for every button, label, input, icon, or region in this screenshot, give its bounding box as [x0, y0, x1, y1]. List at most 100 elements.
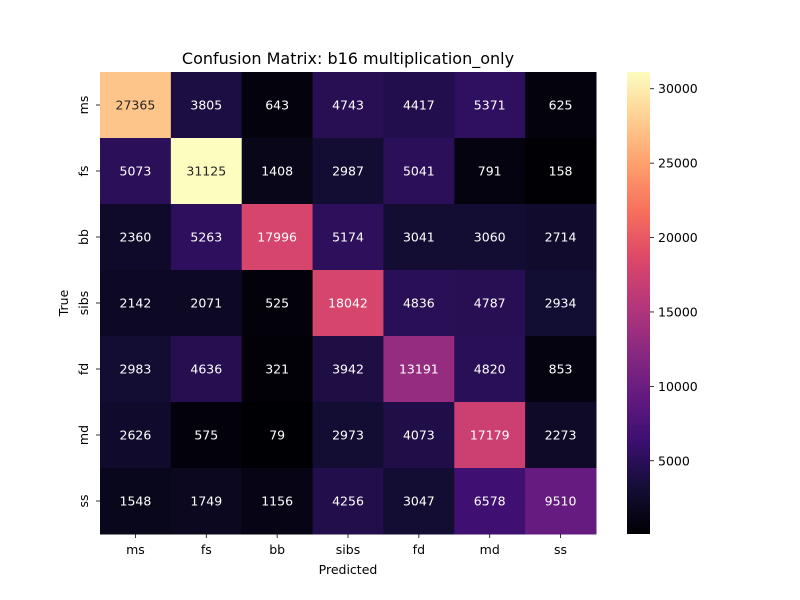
chart-title: Confusion Matrix: b16 multiplication_onl… — [182, 49, 514, 69]
heatmap-cell — [312, 468, 384, 535]
heatmap-cell — [241, 72, 314, 139]
colorbar-tick-label: 20000 — [658, 230, 698, 245]
cell-value-label: 6578 — [474, 494, 506, 509]
y-tick-label: ms — [76, 96, 91, 115]
colorbar-tick-label: 15000 — [658, 304, 698, 319]
heatmap-cell — [525, 204, 597, 271]
heatmap-cell — [454, 204, 526, 271]
cell-value-label: 2714 — [545, 230, 577, 245]
cell-value-label: 4636 — [190, 362, 222, 377]
cell-value-label: 4820 — [474, 362, 506, 377]
heatmap-cell — [170, 204, 243, 271]
cell-value-label: 625 — [549, 98, 573, 113]
cell-value-label: 2973 — [332, 428, 364, 443]
cell-value-label: 27365 — [116, 98, 156, 113]
heatmap-cell — [383, 402, 455, 469]
cell-value-label: 643 — [265, 98, 289, 113]
x-tick-label: fs — [201, 542, 212, 557]
heatmap-cell — [383, 138, 455, 205]
heatmap-cell — [454, 336, 526, 403]
cell-value-label: 4417 — [403, 98, 435, 113]
cell-value-label: 17996 — [257, 230, 297, 245]
heatmap-cell — [312, 336, 384, 403]
heatmap-cell — [241, 336, 314, 403]
heatmap-cell — [312, 402, 384, 469]
y-tick-label: md — [76, 425, 91, 445]
cell-value-label: 158 — [549, 164, 573, 179]
x-tick-label: bb — [269, 542, 285, 557]
cell-value-label: 1749 — [190, 494, 222, 509]
cell-value-label: 321 — [265, 362, 289, 377]
heatmap-cell — [454, 138, 526, 205]
cell-value-label: 575 — [194, 428, 218, 443]
heatmap-cell — [383, 72, 455, 139]
heatmap-cell — [454, 468, 526, 535]
y-tick-label: fd — [76, 363, 91, 375]
cell-value-label: 1408 — [261, 164, 293, 179]
heatmap-cell — [312, 138, 384, 205]
cell-value-label: 5073 — [120, 164, 152, 179]
heatmap-cell — [170, 270, 243, 337]
colorbar — [627, 72, 650, 534]
heatmap-cell — [454, 402, 526, 469]
heatmap-cell — [383, 336, 455, 403]
x-axis-ticks: ms fs bb sibs fd md ss — [126, 534, 567, 557]
heatmap-cell — [312, 72, 384, 139]
cell-value-label: 17179 — [470, 428, 510, 443]
heatmap-cell — [454, 72, 526, 139]
cell-value-label: 4073 — [403, 428, 435, 443]
heatmap-cell — [241, 402, 314, 469]
x-tick-label: md — [480, 542, 500, 557]
cell-value-label: 3060 — [474, 230, 506, 245]
heatmap-cell — [525, 336, 597, 403]
heatmap-cell — [525, 72, 597, 139]
heatmap-cell — [525, 270, 597, 337]
cell-value-label: 2987 — [332, 164, 364, 179]
y-tick-label: bb — [76, 229, 91, 245]
heatmap-cell — [312, 270, 384, 337]
heatmap-cell — [383, 204, 455, 271]
heatmap-cell — [383, 270, 455, 337]
cell-value-label: 79 — [269, 428, 285, 443]
y-tick-label: sibs — [76, 291, 91, 315]
cell-value-label: 4836 — [403, 296, 435, 311]
cell-value-label: 13191 — [399, 362, 439, 377]
heatmap-cell — [241, 138, 314, 205]
cell-value-label: 853 — [549, 362, 573, 377]
heatmap-cell — [100, 138, 172, 205]
heatmap-cell — [525, 402, 597, 469]
cell-value-label: 2934 — [545, 296, 577, 311]
heatmap-cell — [241, 468, 314, 535]
heatmap-cell — [170, 468, 243, 535]
heatmap-cell — [170, 138, 243, 205]
cell-value-label: 9510 — [545, 494, 577, 509]
colorbar-ticks: 5000 10000 15000 20000 25000 30000 — [650, 81, 698, 468]
cell-value-label: 1548 — [120, 494, 152, 509]
colorbar-tick-label: 5000 — [658, 453, 690, 468]
cell-value-label: 18042 — [328, 296, 368, 311]
heatmap-cell — [100, 468, 172, 535]
cell-value-label: 4256 — [332, 494, 364, 509]
cell-value-label: 2360 — [120, 230, 152, 245]
heatmap-cell — [241, 204, 314, 271]
y-axis-label: True — [56, 289, 71, 317]
x-tick-label: ms — [126, 542, 145, 557]
cell-value-label: 2071 — [190, 296, 222, 311]
cell-value-label: 3805 — [190, 98, 222, 113]
cell-value-label: 2983 — [120, 362, 152, 377]
cell-value-label: 2626 — [120, 428, 152, 443]
heatmap-cell — [525, 138, 597, 205]
cell-value-label: 1156 — [261, 494, 293, 509]
colorbar-tick-label: 10000 — [658, 379, 698, 394]
cell-value-label: 791 — [478, 164, 502, 179]
y-tick-label: fs — [76, 166, 91, 177]
x-tick-label: fd — [413, 542, 425, 557]
heatmap-cells: 27365 3805 643 4743 4417 5371 625 5073 31125 1408… — [100, 72, 597, 535]
cell-value-label: 31125 — [186, 164, 226, 179]
cell-value-label: 5174 — [332, 230, 364, 245]
cell-value-label: 2142 — [120, 296, 152, 311]
cell-value-label: 3942 — [332, 362, 364, 377]
colorbar-tick-label: 25000 — [658, 156, 698, 171]
cell-value-label: 2273 — [545, 428, 577, 443]
